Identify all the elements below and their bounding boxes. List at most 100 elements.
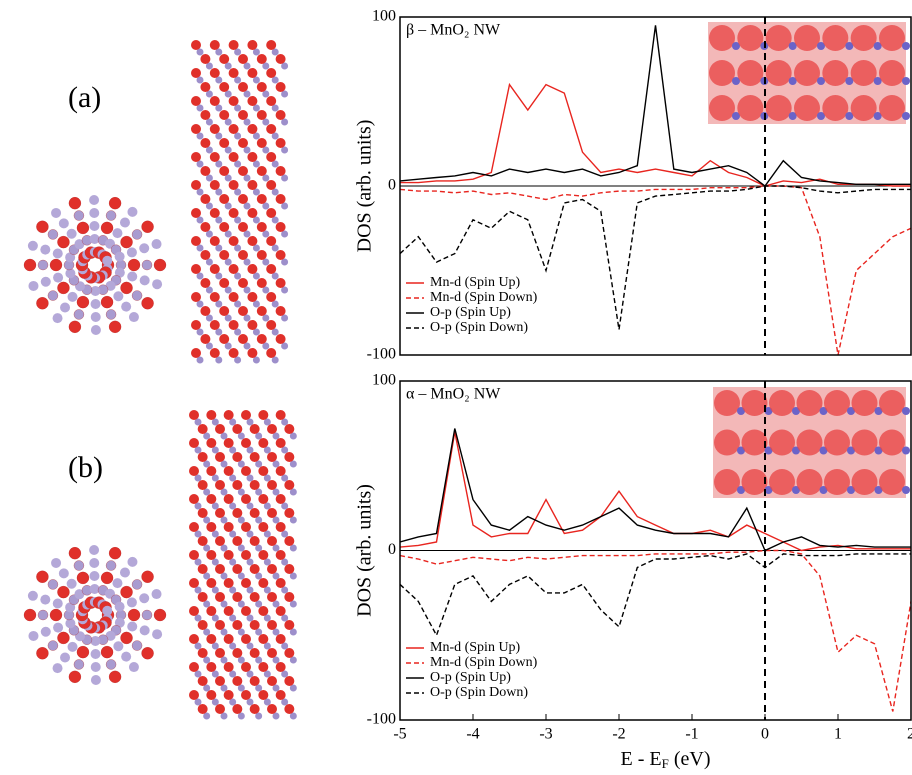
orbital bbox=[709, 95, 735, 121]
atom bbox=[89, 558, 100, 569]
atom bbox=[281, 174, 289, 182]
atom bbox=[271, 104, 279, 112]
atom bbox=[249, 564, 260, 574]
atom bbox=[191, 320, 201, 330]
atom bbox=[191, 152, 201, 162]
atom bbox=[258, 662, 269, 672]
atom bbox=[197, 480, 208, 490]
atom bbox=[284, 676, 295, 686]
atom bbox=[232, 452, 243, 462]
x-tick-label: -5 bbox=[393, 726, 406, 743]
atom bbox=[289, 488, 297, 496]
atom bbox=[224, 174, 232, 182]
atom bbox=[272, 712, 280, 720]
legend-label: O-p (Spin Up) bbox=[430, 305, 511, 320]
atom bbox=[215, 620, 225, 630]
atom bbox=[241, 606, 251, 616]
atom bbox=[281, 118, 289, 126]
atom bbox=[196, 48, 204, 56]
atom bbox=[284, 704, 295, 714]
atom bbox=[203, 432, 211, 440]
panel-label: (a) bbox=[68, 81, 101, 114]
x-tick-label: -1 bbox=[685, 726, 698, 743]
atom bbox=[215, 244, 223, 252]
atom bbox=[141, 570, 154, 583]
atom bbox=[275, 334, 286, 344]
atom bbox=[40, 276, 51, 287]
atom bbox=[238, 194, 248, 204]
atom bbox=[215, 648, 225, 658]
atom bbox=[281, 670, 289, 678]
atom bbox=[206, 522, 217, 532]
atom bbox=[262, 202, 270, 210]
orbital bbox=[709, 60, 735, 86]
atom bbox=[237, 600, 245, 608]
atom bbox=[817, 112, 825, 120]
atom bbox=[845, 42, 854, 50]
atom bbox=[262, 314, 270, 322]
atom bbox=[262, 90, 270, 98]
atom bbox=[47, 579, 59, 590]
atom bbox=[209, 348, 220, 358]
atom bbox=[281, 502, 289, 510]
atom bbox=[284, 424, 295, 434]
orbital bbox=[714, 469, 740, 495]
atom bbox=[247, 320, 258, 330]
legend-label: Mn-d (Spin Down) bbox=[430, 290, 538, 305]
atom bbox=[215, 76, 223, 84]
atom bbox=[229, 418, 237, 426]
atom bbox=[281, 614, 289, 622]
atom bbox=[228, 152, 239, 162]
atom bbox=[241, 662, 251, 672]
atom bbox=[194, 670, 202, 678]
orbital bbox=[765, 25, 792, 51]
atom bbox=[272, 544, 280, 552]
atom bbox=[211, 614, 219, 622]
atom bbox=[229, 698, 237, 706]
atom bbox=[275, 54, 286, 64]
atom bbox=[191, 208, 201, 218]
atom bbox=[65, 268, 76, 279]
atom bbox=[189, 662, 199, 672]
atom bbox=[189, 438, 199, 448]
atom bbox=[246, 474, 254, 482]
atom bbox=[68, 197, 82, 210]
atom bbox=[284, 648, 295, 658]
atom bbox=[196, 244, 204, 252]
atom bbox=[53, 272, 64, 283]
atom bbox=[281, 314, 289, 322]
atom bbox=[243, 314, 251, 322]
atom bbox=[206, 634, 217, 644]
atom bbox=[267, 424, 277, 434]
atom bbox=[200, 110, 211, 120]
atom bbox=[206, 466, 217, 476]
atom bbox=[219, 166, 230, 176]
atom bbox=[224, 202, 232, 210]
orbital bbox=[879, 60, 905, 86]
atom bbox=[153, 258, 167, 272]
atom bbox=[247, 124, 258, 134]
atom bbox=[246, 614, 254, 622]
orbital bbox=[737, 60, 764, 86]
atom bbox=[281, 146, 289, 154]
atom bbox=[28, 630, 39, 641]
atom bbox=[267, 704, 277, 714]
atom bbox=[258, 466, 269, 476]
atom bbox=[228, 40, 239, 50]
atom bbox=[272, 488, 280, 496]
atom bbox=[197, 704, 208, 714]
atom bbox=[108, 197, 122, 210]
atom bbox=[237, 544, 245, 552]
atom bbox=[237, 460, 245, 468]
atom bbox=[152, 629, 163, 640]
atom bbox=[220, 628, 228, 636]
orbital bbox=[879, 95, 905, 121]
atom bbox=[228, 236, 239, 246]
atom bbox=[234, 216, 242, 224]
atom bbox=[267, 508, 277, 518]
atom bbox=[121, 651, 132, 662]
atom bbox=[275, 578, 286, 588]
atom bbox=[120, 281, 133, 295]
atom bbox=[52, 248, 63, 259]
atom bbox=[289, 656, 297, 664]
